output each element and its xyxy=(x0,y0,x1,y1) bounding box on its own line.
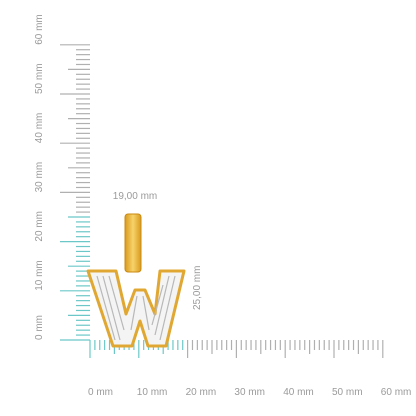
h-ruler-label: 0 mm xyxy=(88,387,113,398)
h-ruler-label: 40 mm xyxy=(283,387,314,398)
h-ruler-label: 50 mm xyxy=(332,387,363,398)
v-ruler-label: 10 mm xyxy=(34,260,45,291)
bail xyxy=(124,213,142,273)
height-dimension: 25,00 mm xyxy=(192,266,203,310)
v-ruler-label: 40 mm xyxy=(34,113,45,144)
v-ruler-label: 20 mm xyxy=(34,211,45,242)
letter-w xyxy=(86,269,186,348)
v-ruler-label: 60 mm xyxy=(34,14,45,45)
h-ruler-label: 20 mm xyxy=(186,387,217,398)
v-ruler-label: 0 mm xyxy=(34,315,45,340)
v-ruler-label: 30 mm xyxy=(34,162,45,193)
v-ruler-label: 50 mm xyxy=(34,63,45,94)
baguettes xyxy=(96,275,176,341)
width-dimension: 19,00 mm xyxy=(113,191,157,202)
h-ruler-label: 10 mm xyxy=(137,387,168,398)
h-ruler-label: 60 mm xyxy=(381,387,412,398)
h-ruler-label: 30 mm xyxy=(234,387,265,398)
pendant xyxy=(86,213,186,348)
